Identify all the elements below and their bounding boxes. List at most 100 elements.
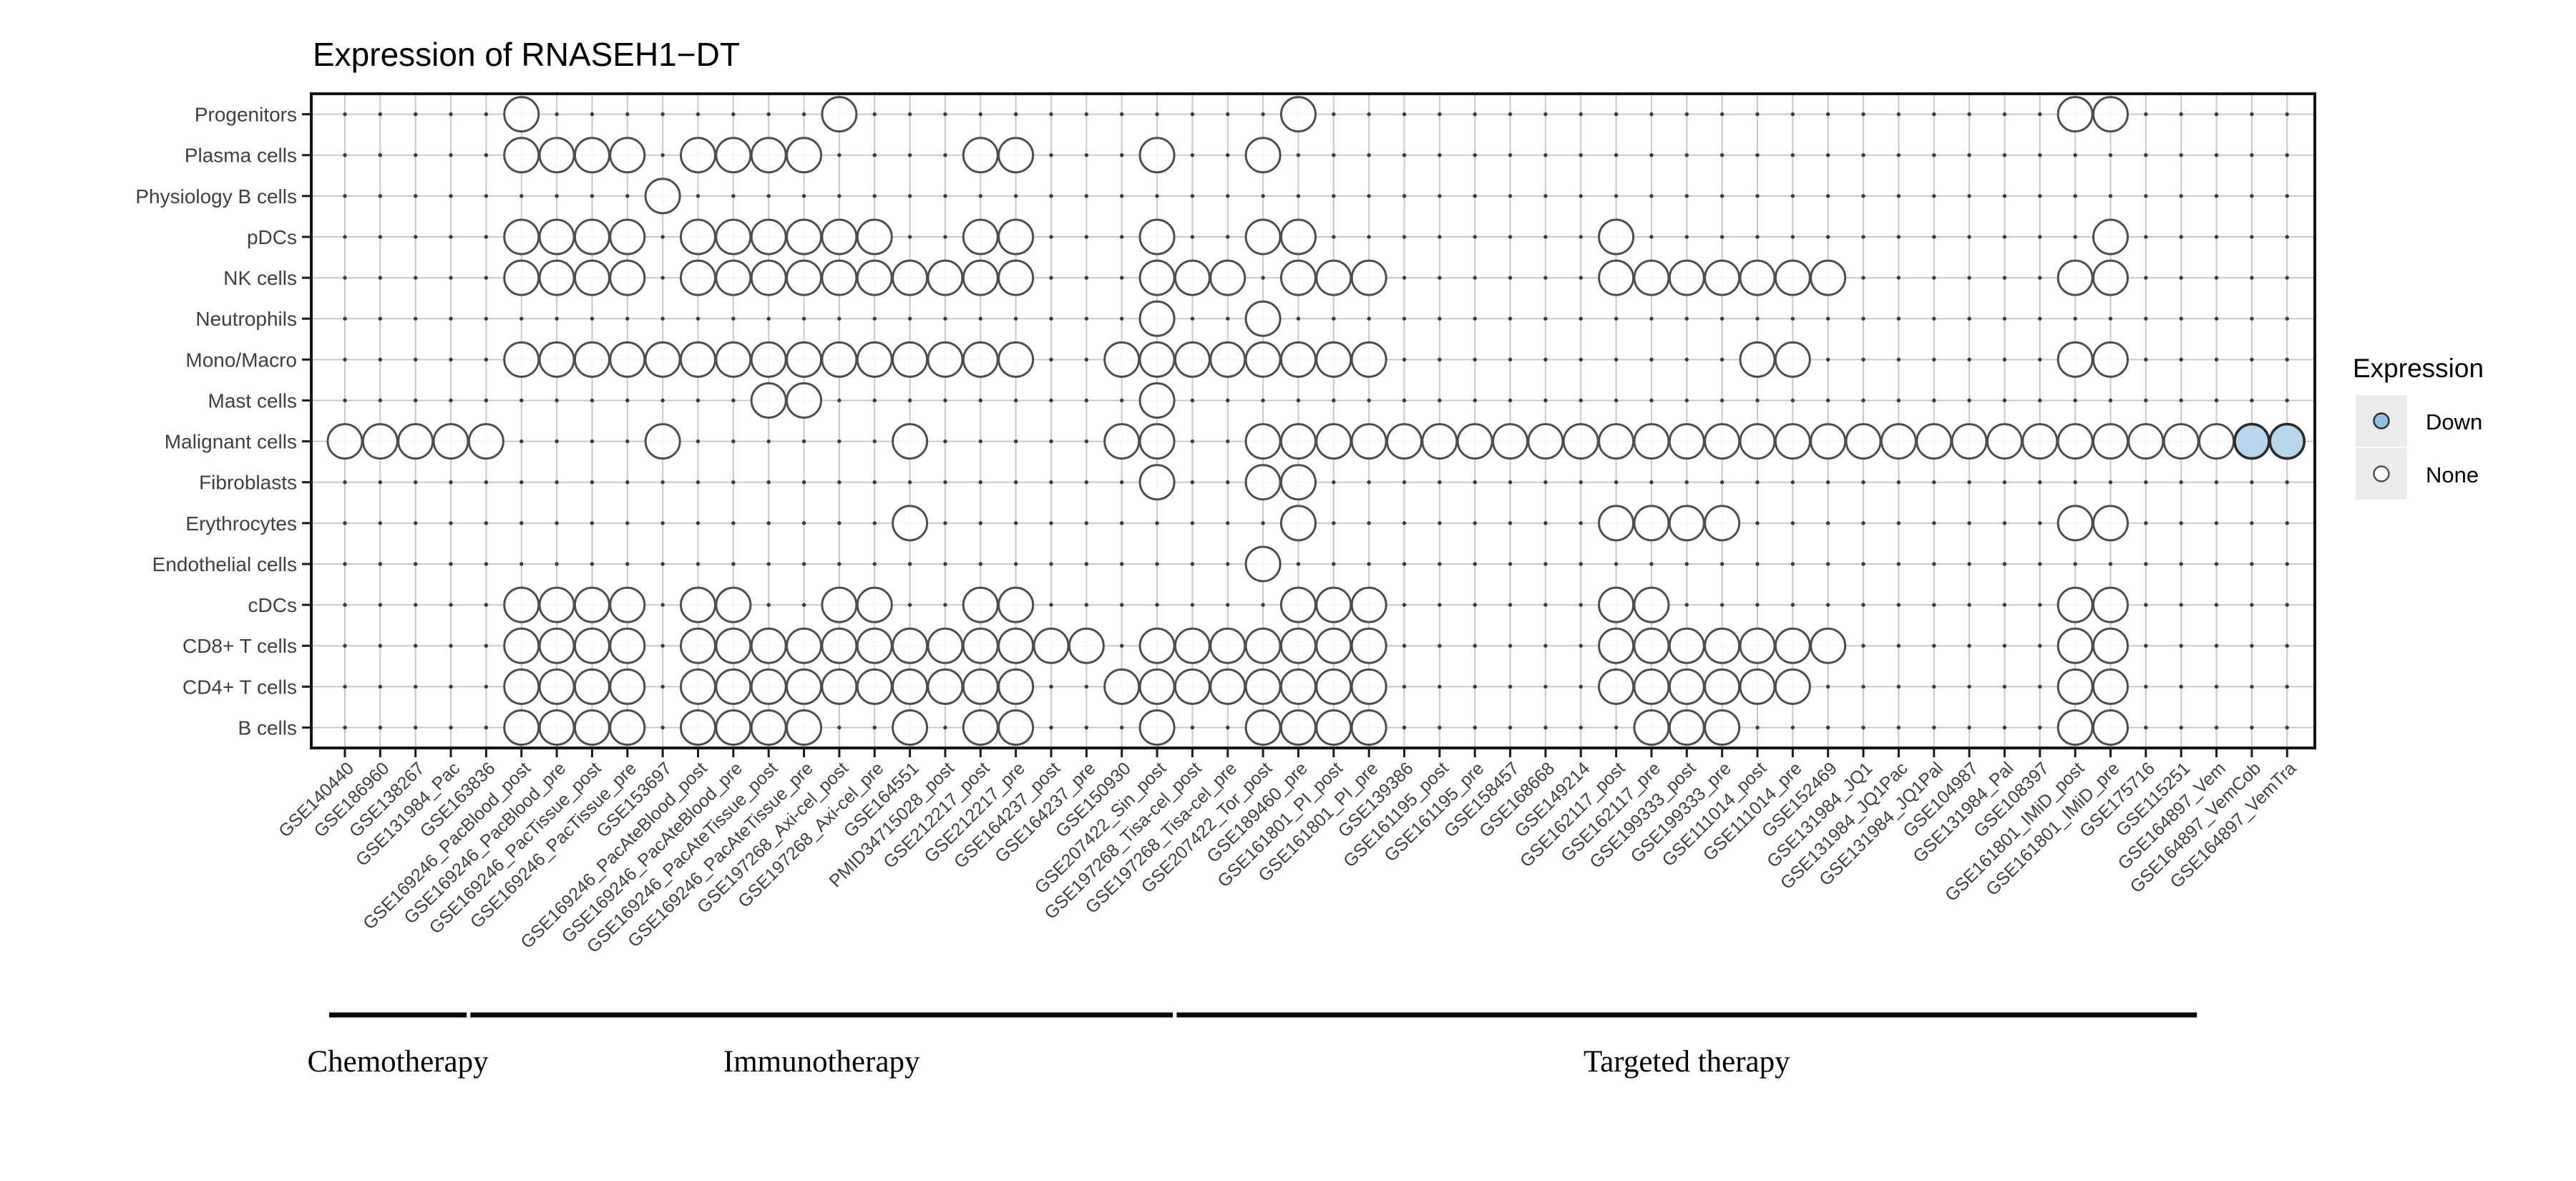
dot-none bbox=[538, 709, 575, 746]
plot-title: Expression of RNASEH1−DT bbox=[313, 36, 740, 73]
dot-none bbox=[856, 668, 893, 705]
dot-none bbox=[1739, 627, 1776, 664]
dot-none bbox=[715, 259, 752, 296]
dot-none bbox=[1350, 709, 1387, 746]
dot-none bbox=[1668, 627, 1705, 664]
dot-none bbox=[538, 259, 575, 296]
dot-none bbox=[892, 505, 929, 542]
dot-none bbox=[1774, 627, 1811, 664]
dot-none bbox=[962, 709, 999, 746]
dot-down bbox=[2268, 422, 2306, 460]
dot-none bbox=[1279, 464, 1317, 501]
dot-none bbox=[997, 627, 1035, 664]
dot-none bbox=[2057, 341, 2094, 378]
y-axis-label: Physiology B cells bbox=[135, 185, 297, 208]
dot-none bbox=[1244, 464, 1282, 501]
dot-none bbox=[962, 668, 999, 705]
dot-none bbox=[1774, 668, 1811, 705]
dot-none bbox=[1174, 627, 1211, 664]
dot-none bbox=[1810, 423, 1847, 460]
dot-none bbox=[573, 709, 610, 746]
dot-none bbox=[1315, 341, 1352, 378]
x-axis-labels: GSE140440GSE186960GSE138267GSE131984_Pac… bbox=[275, 758, 2300, 957]
plot-panel: Progenitors Plasma cells Physiology B cell… bbox=[135, 92, 2316, 957]
dot-none bbox=[1103, 668, 1141, 705]
dot-none bbox=[609, 668, 646, 705]
dot-none bbox=[609, 137, 646, 174]
dot-none bbox=[538, 627, 575, 664]
dot-none bbox=[1244, 668, 1282, 705]
y-axis-label: pDCs bbox=[247, 226, 297, 248]
dot-none bbox=[1068, 627, 1105, 664]
dot-none bbox=[2198, 423, 2235, 460]
dot-none bbox=[1138, 300, 1176, 337]
dot-none bbox=[1774, 259, 1811, 296]
dot-none bbox=[1739, 259, 1776, 296]
dot-none bbox=[821, 627, 858, 664]
grid-intersection-dots bbox=[343, 112, 2289, 730]
y-axis-label: Plasma cells bbox=[185, 145, 297, 167]
dot-none bbox=[1209, 259, 1246, 296]
dot-none bbox=[1350, 423, 1387, 460]
dot-none bbox=[962, 627, 999, 664]
dot-none bbox=[644, 178, 681, 215]
dot-none bbox=[1174, 259, 1211, 296]
dot-none bbox=[962, 259, 999, 296]
dot-none bbox=[856, 586, 893, 623]
dot-none bbox=[1456, 423, 1493, 460]
y-axis-label: Mast cells bbox=[208, 389, 297, 412]
y-axis-label: Mono/Macro bbox=[185, 349, 297, 371]
dot-none bbox=[750, 709, 787, 746]
dot-none bbox=[1704, 709, 1741, 746]
dot-none bbox=[892, 423, 929, 460]
dot-none bbox=[821, 218, 858, 256]
dot-none bbox=[573, 586, 610, 623]
dot-none bbox=[680, 709, 716, 746]
dot-none bbox=[2057, 259, 2094, 296]
dot-none bbox=[573, 627, 610, 664]
dot-none bbox=[821, 96, 858, 133]
y-axis-labels: Progenitors Plasma cells Physiology B cell… bbox=[135, 104, 297, 739]
dot-none bbox=[927, 259, 964, 296]
dot-none bbox=[644, 341, 681, 378]
dot-none bbox=[326, 423, 364, 460]
dot-none bbox=[538, 586, 575, 623]
dot-none bbox=[2057, 423, 2094, 460]
dot-none bbox=[1279, 341, 1317, 378]
dot-none bbox=[503, 218, 540, 256]
dot-none bbox=[786, 137, 823, 174]
dot-none bbox=[750, 627, 787, 664]
dot-none bbox=[680, 586, 716, 623]
legend-none-dot-icon bbox=[2373, 465, 2390, 482]
dot-none bbox=[680, 341, 716, 378]
dot-none bbox=[821, 259, 858, 296]
dot-none bbox=[856, 218, 893, 256]
dot-none bbox=[538, 137, 575, 174]
dot-none bbox=[1350, 341, 1387, 378]
dot-none bbox=[2127, 423, 2165, 460]
dot-none bbox=[715, 627, 752, 664]
axis-ticks bbox=[302, 113, 2288, 757]
dot-none bbox=[715, 341, 752, 378]
y-axis-label: Malignant cells bbox=[165, 431, 297, 453]
dot-none bbox=[503, 341, 540, 378]
dot-none bbox=[1315, 586, 1352, 623]
dot-none bbox=[680, 137, 716, 174]
group-label: Chemotherapy bbox=[307, 1045, 489, 1079]
dot-none bbox=[503, 96, 540, 133]
dot-none bbox=[1138, 137, 1176, 174]
dot-none bbox=[1704, 505, 1741, 542]
dot-none bbox=[609, 259, 646, 296]
dot-none bbox=[750, 341, 787, 378]
dot-none bbox=[609, 709, 646, 746]
dot-none bbox=[1279, 96, 1317, 133]
dot-none bbox=[1279, 423, 1317, 460]
dot-none bbox=[1668, 668, 1705, 705]
dot-none bbox=[997, 341, 1035, 378]
dot-none bbox=[1138, 381, 1176, 419]
y-axis-label: Fibroblasts bbox=[199, 472, 297, 494]
y-axis-label: Endothelial cells bbox=[152, 553, 297, 575]
dot-none bbox=[573, 218, 610, 256]
dot-none bbox=[962, 218, 999, 256]
dot-none bbox=[715, 586, 752, 623]
